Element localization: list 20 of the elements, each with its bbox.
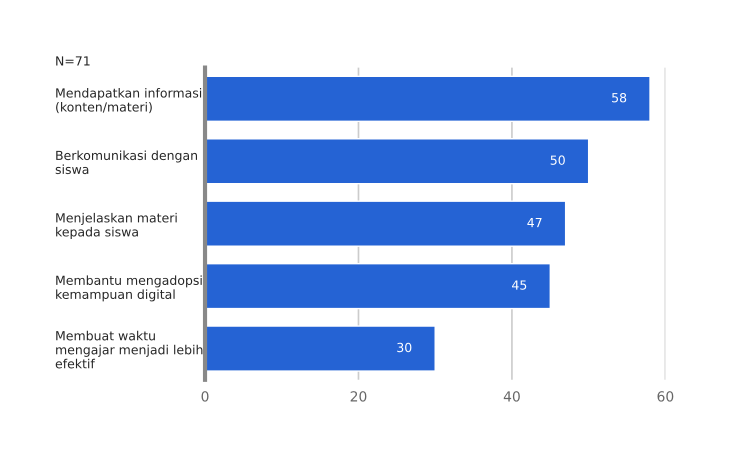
bar — [205, 76, 651, 122]
data-label: 30 — [397, 342, 412, 352]
y-tick-label: Mendapatkan informasi (konten/materi) — [56, 88, 202, 114]
data-label: 58 — [612, 92, 626, 102]
x-tick-label: 20 — [350, 391, 366, 402]
bar — [205, 262, 551, 310]
bar — [205, 200, 566, 247]
y-tick-label: Menjelaskan materi kepada siswa — [56, 212, 177, 239]
x-tick-label: 60 — [658, 391, 674, 402]
y-tick-label: Berkomunikasi dengan siswa — [56, 150, 197, 174]
text: N=71 — [56, 56, 90, 66]
y-tick-label: Membantu mengadopsi kemampuan digital — [56, 275, 202, 302]
bar — [205, 325, 436, 372]
data-label: 47 — [527, 218, 542, 228]
data-label: 50 — [550, 155, 565, 165]
y-tick-label: Membuat waktu mengajar menjadi lebih efektif — [56, 330, 202, 368]
x-tick-label: 40 — [504, 391, 520, 402]
bar — [205, 138, 590, 184]
x-tick-label: 0 — [202, 391, 209, 402]
data-label: 45 — [512, 280, 526, 290]
